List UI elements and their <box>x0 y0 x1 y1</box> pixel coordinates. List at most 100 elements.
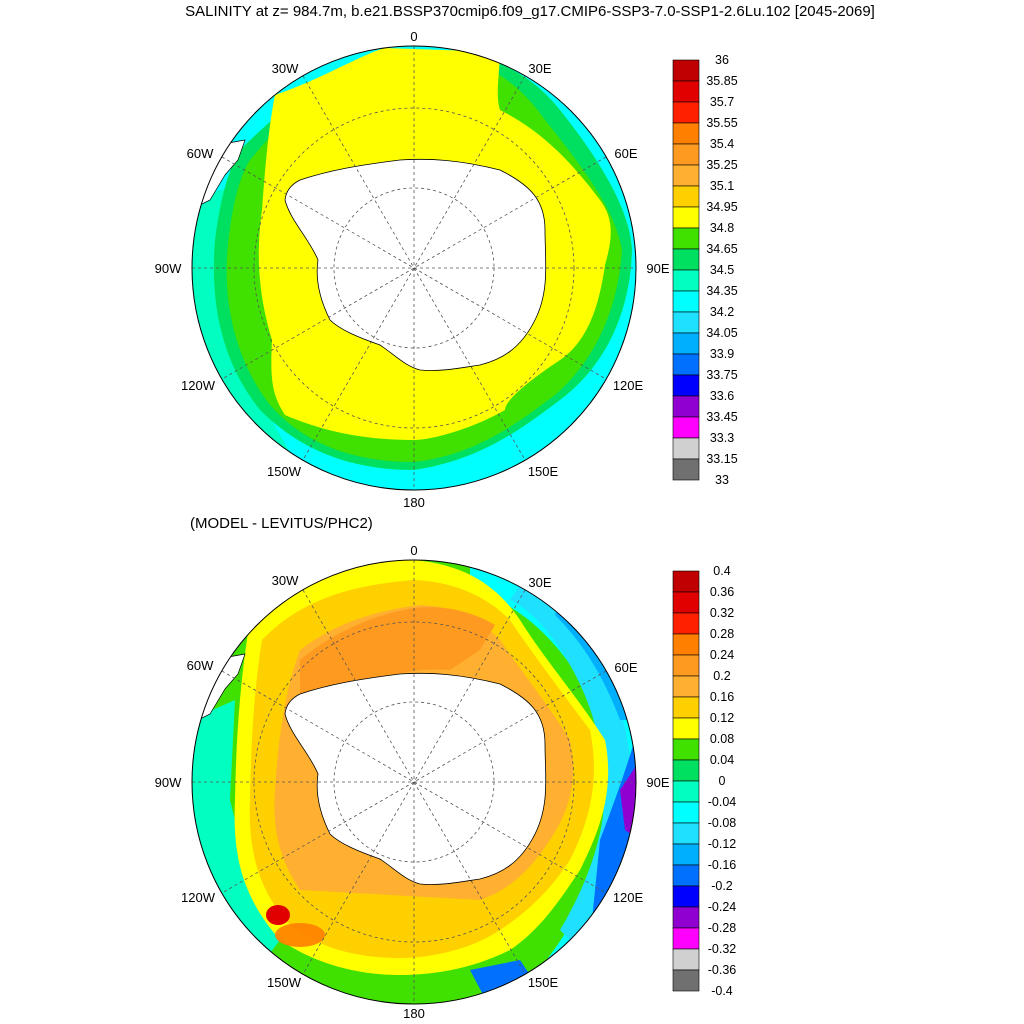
lon-label-150e: 150E <box>528 464 559 479</box>
colorbar-swatch <box>672 311 700 334</box>
colorbar-label: -0.32 <box>708 942 737 956</box>
colorbar-label: 0.2 <box>713 669 730 683</box>
colorbar-label: -0.28 <box>708 921 737 935</box>
colorbar-label: 0.04 <box>710 753 734 767</box>
lon-label-90e: 90E <box>646 775 669 790</box>
lon-label-60e: 60E <box>614 660 637 675</box>
colorbar-label: 34.8 <box>710 221 734 235</box>
colorbar-swatch <box>672 969 700 992</box>
colorbar-label: 0 <box>719 774 726 788</box>
colorbar-swatch <box>672 633 700 656</box>
colorbar-salinity: 36 35.85 35.7 35.55 35.4 35.25 35.1 34.95 34.8 34… <box>672 53 738 487</box>
colorbar-swatch <box>672 59 700 82</box>
colorbar-swatch <box>672 759 700 782</box>
colorbar-swatch <box>672 374 700 397</box>
colorbar-swatch <box>672 185 700 208</box>
colorbar-swatch <box>672 458 700 481</box>
colorbar-swatch <box>672 612 700 635</box>
lon-label-120w: 120W <box>181 890 216 905</box>
colorbar-label: 34.95 <box>706 200 737 214</box>
lon-label-90w: 90W <box>155 261 182 276</box>
lon-label-150w: 150W <box>267 975 302 990</box>
colorbar-label: 0.12 <box>710 711 734 725</box>
lon-label-120e: 120E <box>613 890 644 905</box>
colorbar-label: -0.16 <box>708 858 737 872</box>
lon-label-30e: 30E <box>528 575 551 590</box>
colorbar-swatch <box>672 248 700 271</box>
colorbar-label: 34.65 <box>706 242 737 256</box>
colorbar-label: 0.28 <box>710 627 734 641</box>
colorbar-label: 33.9 <box>710 347 734 361</box>
colorbar-label: 35.25 <box>706 158 737 172</box>
colorbar-swatch <box>672 780 700 803</box>
colorbar-label: 0.4 <box>713 564 730 578</box>
lon-label-60w: 60W <box>187 658 214 673</box>
colorbar-swatch <box>672 822 700 845</box>
colorbar-swatch <box>672 80 700 103</box>
colorbar-label: 33.45 <box>706 410 737 424</box>
colorbar-label: -0.36 <box>708 963 737 977</box>
colorbar-label: -0.04 <box>708 795 737 809</box>
colorbar-swatch <box>672 948 700 971</box>
colorbar-label: -0.2 <box>711 879 733 893</box>
colorbar-label: -0.12 <box>708 837 737 851</box>
colorbar-label: 35.7 <box>710 95 734 109</box>
salinity-map: 0 30E 60E 90E 120E 150E 180 150W 120W 90… <box>155 29 670 510</box>
lon-label-120w: 120W <box>181 378 216 393</box>
lon-label-0: 0 <box>410 543 417 558</box>
colorbar-label: 34.2 <box>710 305 734 319</box>
colorbar-swatch <box>672 570 700 593</box>
lon-label-90w: 90W <box>155 775 182 790</box>
colorbar-swatch <box>672 738 700 761</box>
colorbar-label: 33.15 <box>706 452 737 466</box>
colorbar-label: 34.35 <box>706 284 737 298</box>
lon-label-150e: 150E <box>528 975 559 990</box>
lon-label-0: 0 <box>410 29 417 44</box>
colorbar-swatch <box>672 843 700 866</box>
figure-title: SALINITY at z= 984.7m, b.e21.BSSP370cmip… <box>185 3 875 20</box>
colorbar-label: 0.24 <box>710 648 734 662</box>
lon-label-90e: 90E <box>646 261 669 276</box>
colorbar-label: 33.75 <box>706 368 737 382</box>
lon-label-60w: 60W <box>187 146 214 161</box>
colorbar-swatch <box>672 143 700 166</box>
colorbar-label: 0.32 <box>710 606 734 620</box>
colorbar-label: 34.05 <box>706 326 737 340</box>
colorbar-swatch <box>672 395 700 418</box>
colorbar-swatch <box>672 164 700 187</box>
lon-label-180: 180 <box>403 1006 425 1021</box>
colorbar-swatch <box>672 906 700 929</box>
lon-label-120e: 120E <box>613 378 644 393</box>
colorbar-swatch <box>672 416 700 439</box>
colorbar-swatch <box>672 654 700 677</box>
difference-map: 0 30E 60E 90E 120E 150E 180 150W 120W 90… <box>155 543 670 1021</box>
colorbar-label: 0.36 <box>710 585 734 599</box>
colorbar-label: 35.55 <box>706 116 737 130</box>
colorbar-swatch <box>672 885 700 908</box>
colorbar-swatch <box>672 122 700 145</box>
lon-label-30e: 30E <box>528 61 551 76</box>
colorbar-label: 33 <box>715 473 729 487</box>
colorbar-label: 35.1 <box>710 179 734 193</box>
colorbar-swatch <box>672 353 700 376</box>
colorbar-label: 0.16 <box>710 690 734 704</box>
colorbar-label: 35.4 <box>710 137 734 151</box>
colorbar-swatch <box>672 591 700 614</box>
lon-label-30w: 30W <box>272 61 299 76</box>
colorbar-swatch <box>672 696 700 719</box>
colorbar-difference: 0.4 0.36 0.32 0.28 0.24 0.2 0.16 0.12 0.08 0.04 0 -… <box>672 564 737 998</box>
colorbar-swatch <box>672 206 700 229</box>
colorbar-label: -0.08 <box>708 816 737 830</box>
colorbar-swatch <box>672 269 700 292</box>
colorbar-swatch <box>672 675 700 698</box>
colorbar-label: 0.08 <box>710 732 734 746</box>
colorbar-swatch <box>672 101 700 124</box>
colorbar-swatch <box>672 332 700 355</box>
colorbar-swatch <box>672 864 700 887</box>
colorbar-label: 35.85 <box>706 74 737 88</box>
colorbar-label: 33.6 <box>710 389 734 403</box>
lon-label-180: 180 <box>403 495 425 510</box>
colorbar-label: 34.5 <box>710 263 734 277</box>
colorbar-label: 36 <box>715 53 729 67</box>
